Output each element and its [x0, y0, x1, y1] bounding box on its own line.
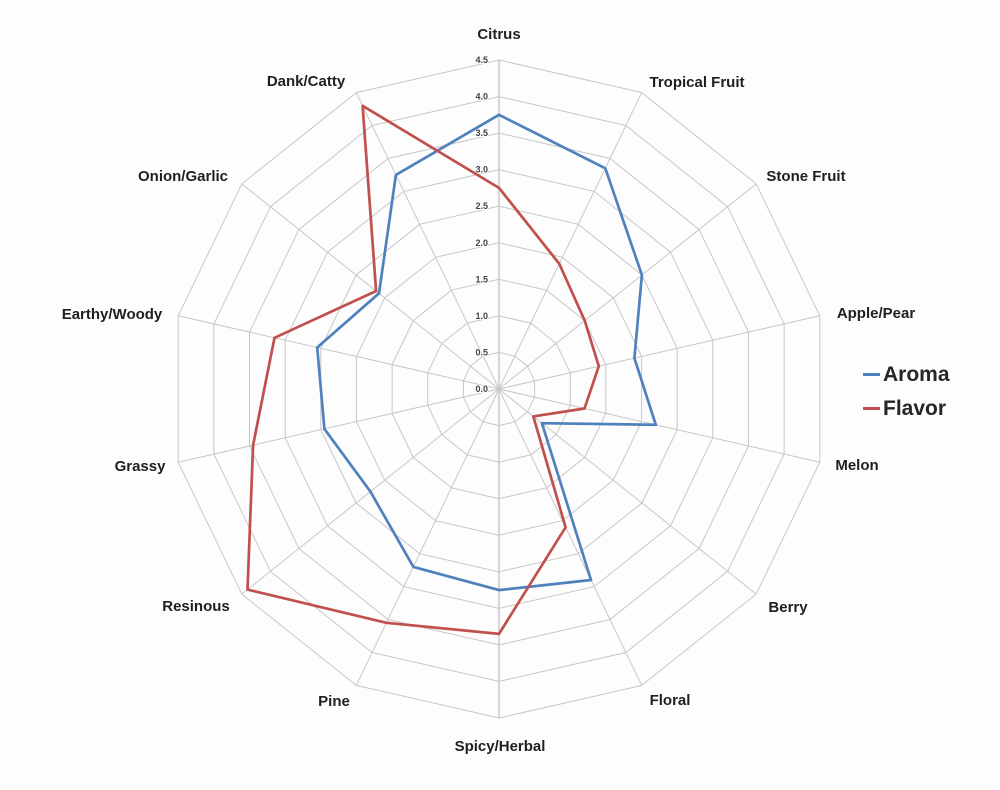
- axis-spoke: [241, 183, 500, 390]
- axis-spoke: [498, 92, 643, 390]
- radial-tick-label: 2.5: [475, 201, 488, 211]
- legend-label-aroma: Aroma: [883, 362, 950, 386]
- radial-tick-label: 0.0: [475, 384, 488, 394]
- axis-spoke: [355, 92, 500, 390]
- aroma-series-swatch: [863, 372, 880, 376]
- axis-spoke: [498, 388, 643, 686]
- grid-ring: [177, 59, 821, 719]
- axis-spoke: [355, 388, 500, 686]
- legend-label-flavor: Flavor: [883, 396, 947, 420]
- grid-ring: [284, 169, 714, 609]
- grid-ring: [320, 205, 678, 573]
- radial-tick-label: 3.0: [475, 165, 488, 175]
- aroma-series-line: [315, 113, 658, 592]
- radial-tick-label: 0.5: [475, 347, 488, 357]
- category-label-spicy-herbal: Spicy/Herbal: [455, 738, 546, 755]
- grid-ring: [391, 278, 607, 500]
- grid-ring: [462, 351, 536, 427]
- category-label-pine: Pine: [318, 693, 350, 710]
- category-label-tropical-fruit: Tropical Fruit: [649, 74, 744, 91]
- category-label-stone-fruit: Stone Fruit: [766, 168, 845, 185]
- category-label-melon: Melon: [835, 457, 878, 474]
- category-label-apple-pear: Apple/Pear: [837, 305, 916, 322]
- category-label-floral: Floral: [650, 692, 691, 709]
- radial-tick-label: 1.5: [475, 274, 488, 284]
- chart-legend: Aroma Flavor: [863, 357, 950, 425]
- axis-spoke: [178, 315, 500, 390]
- radial-tick-label: 1.0: [475, 311, 488, 321]
- radial-tick-label: 4.0: [475, 92, 488, 102]
- radial-tick-label: 3.5: [475, 128, 488, 138]
- axis-spoke: [498, 183, 757, 390]
- legend-item-aroma[interactable]: Aroma: [863, 357, 950, 391]
- radial-tick-label: 2.0: [475, 238, 488, 248]
- radial-tick-label: 4.5: [475, 55, 488, 65]
- grid-ring: [355, 242, 643, 536]
- category-label-grassy: Grassy: [115, 458, 167, 475]
- category-label-dank-catty: Dank/Catty: [267, 73, 346, 90]
- category-label-citrus: Citrus: [477, 26, 520, 43]
- axis-spoke: [498, 315, 820, 390]
- category-label-resinous: Resinous: [162, 598, 230, 615]
- grid-ring: [249, 132, 749, 646]
- category-label-berry: Berry: [768, 599, 808, 616]
- category-label-earthy-woody: Earthy/Woody: [62, 306, 163, 323]
- flavor-series-line: [246, 104, 601, 636]
- grid-ring: [427, 315, 571, 463]
- axis-spoke: [178, 388, 500, 463]
- grid-ring: [213, 96, 785, 682]
- flavor-series-swatch: [863, 406, 880, 410]
- category-label-onion-garlic: Onion/Garlic: [138, 168, 228, 185]
- axis-spoke: [498, 388, 820, 463]
- legend-item-flavor[interactable]: Flavor: [863, 391, 950, 425]
